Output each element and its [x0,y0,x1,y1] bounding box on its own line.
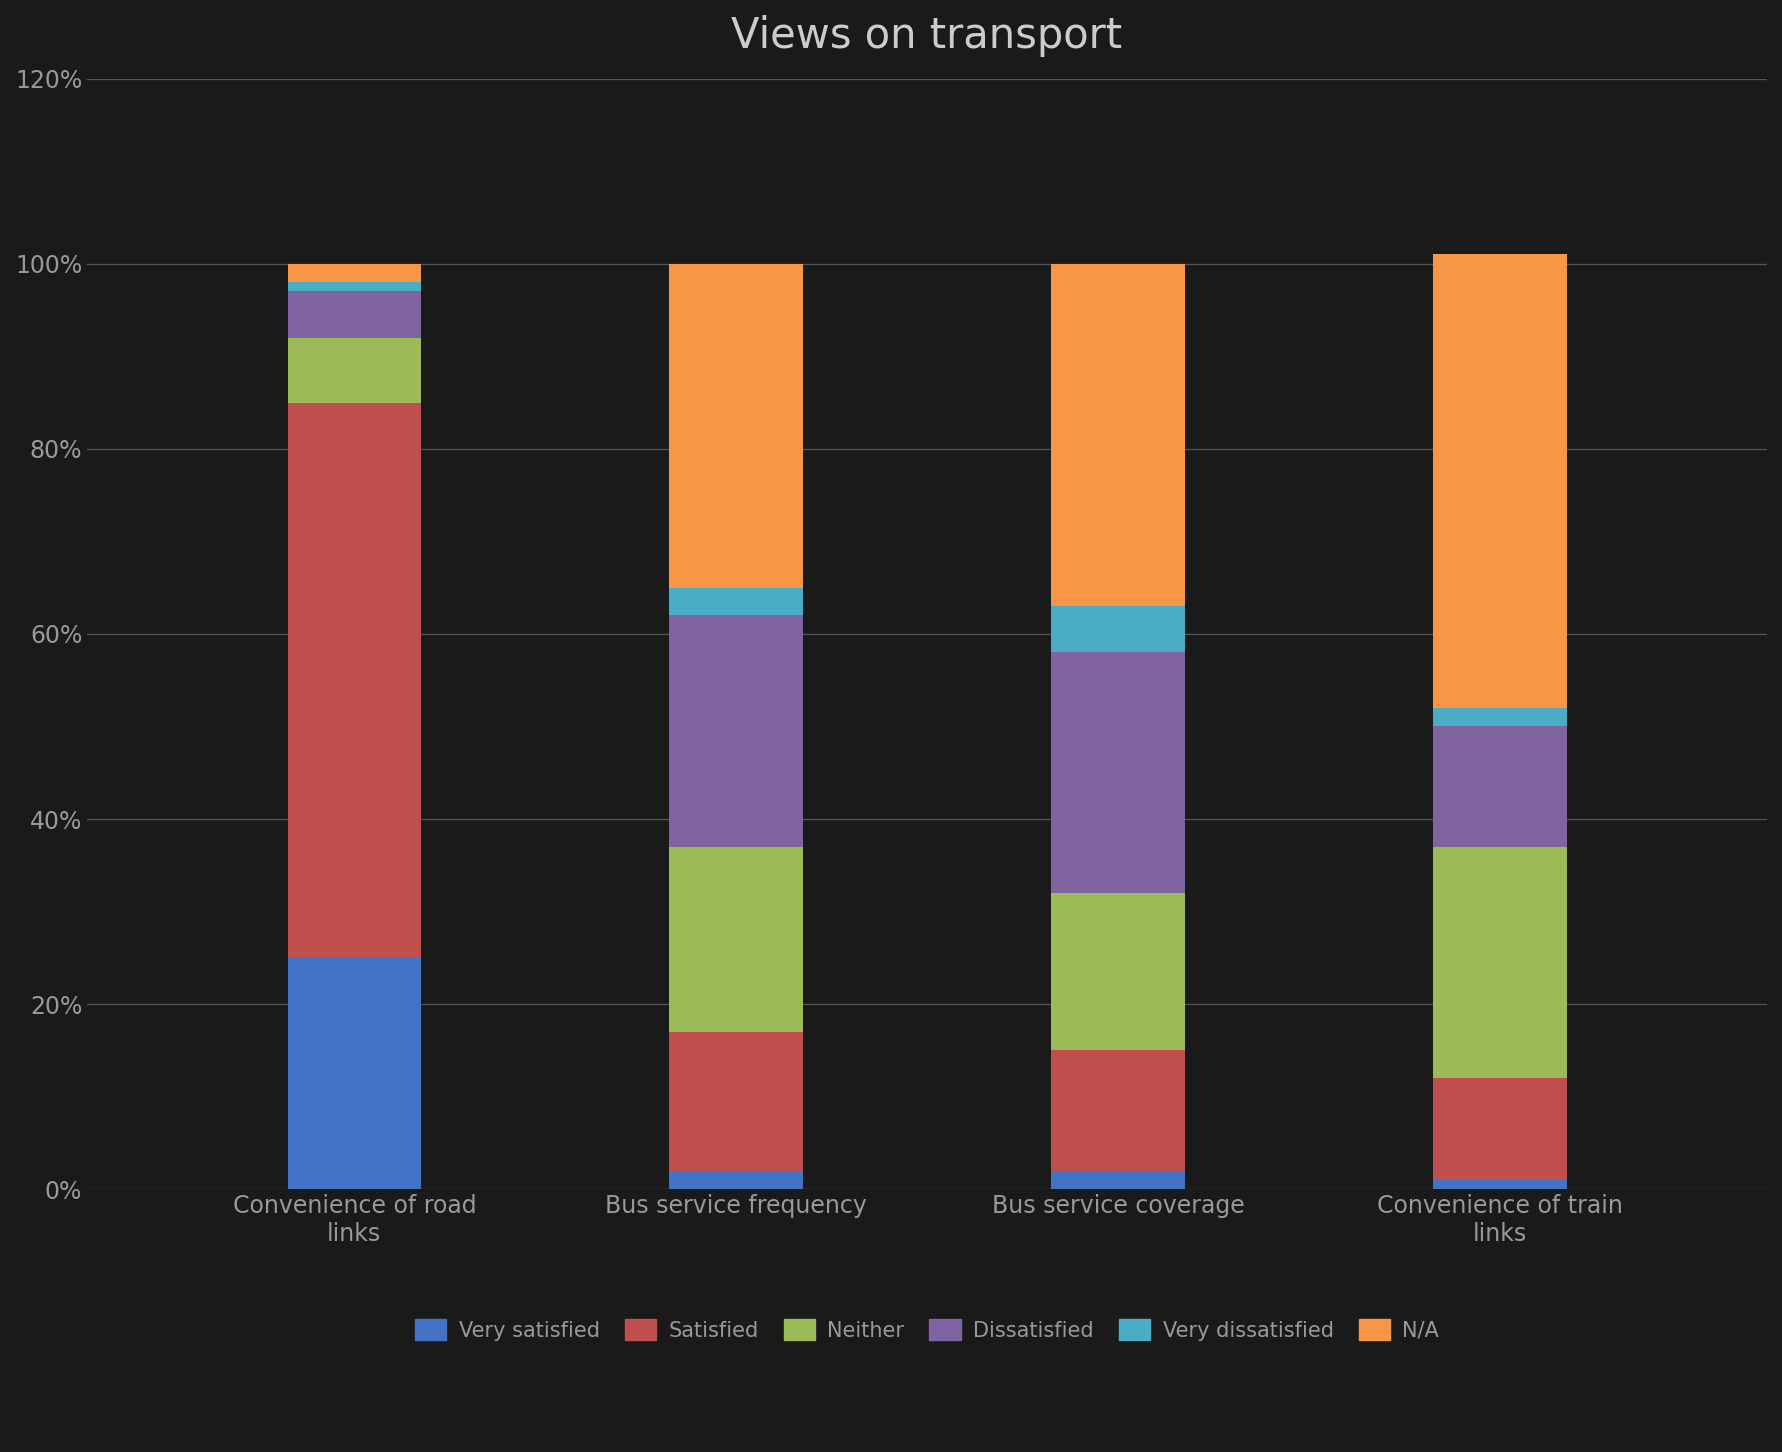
Bar [1433,1079,1566,1180]
Bar [1433,847,1566,1079]
Bar [1051,1050,1185,1170]
Bar [670,616,804,847]
Bar [287,282,421,292]
Bar [287,292,421,338]
Bar [670,847,804,1032]
Bar [1433,1180,1566,1189]
Bar [1433,709,1566,726]
Bar [1433,254,1566,709]
Bar [1051,605,1185,652]
Bar [1051,264,1185,605]
Title: Views on transport: Views on transport [731,15,1123,57]
Legend: Very satisfied, Satisfied, Neither, Dissatisfied, Very dissatisfied, N/A: Very satisfied, Satisfied, Neither, Diss… [406,1311,1447,1349]
Bar [670,264,804,588]
Bar [287,338,421,402]
Bar [1051,652,1185,893]
Bar [287,264,421,282]
Bar [287,402,421,958]
Bar [287,958,421,1189]
Bar [670,1170,804,1189]
Bar [1433,726,1566,847]
Bar [1051,1170,1185,1189]
Bar [1051,893,1185,1050]
Bar [670,588,804,616]
Bar [670,1032,804,1170]
